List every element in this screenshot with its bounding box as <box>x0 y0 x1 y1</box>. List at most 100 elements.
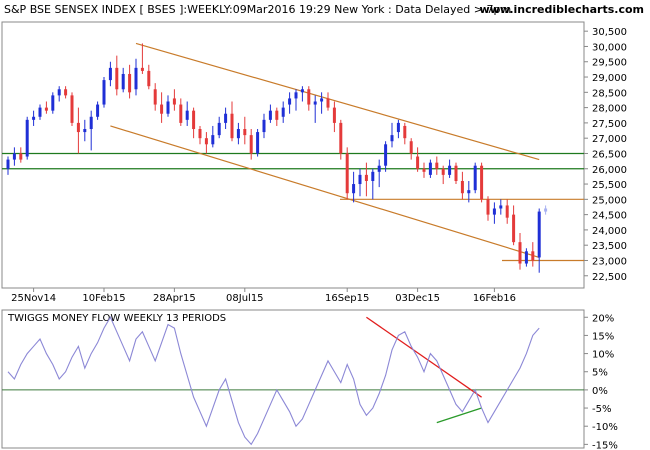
candle-body <box>19 153 23 160</box>
price-tick-label: 26,000 <box>592 165 627 176</box>
indicator-tick-label: 15% <box>592 331 614 342</box>
candle-body <box>89 116 93 130</box>
candle-body <box>486 199 490 215</box>
candle-body <box>441 168 445 175</box>
candle-body <box>249 135 253 154</box>
candle-body <box>326 98 330 108</box>
candle-body <box>268 110 272 120</box>
candle-body <box>256 132 260 154</box>
candle-body <box>64 89 68 96</box>
candle-body <box>134 67 138 90</box>
candle-body <box>204 138 208 145</box>
date-tick-label: 03Dec15 <box>395 293 440 304</box>
date-tick-label: 10Feb15 <box>82 293 125 304</box>
candle-body <box>358 174 362 185</box>
candle-body <box>185 110 189 120</box>
price-tick-label: 23,000 <box>592 256 627 267</box>
candle-body <box>211 135 215 145</box>
candle-body <box>518 242 522 264</box>
price-tick-label: 27,500 <box>592 119 627 130</box>
indicator-trend-down <box>366 316 482 398</box>
candle-body <box>140 67 144 71</box>
chart-header: S&P BSE SENSEX INDEX [ BSES ]:WEEKLY:09M… <box>0 0 650 20</box>
candle-body <box>288 98 292 105</box>
candle-body <box>38 107 42 117</box>
candle-body <box>409 141 413 154</box>
price-tick-label: 29,000 <box>592 73 627 84</box>
candle-body <box>454 165 458 181</box>
candle-body <box>403 125 407 139</box>
candle-body <box>236 129 240 139</box>
candle-body <box>262 119 266 133</box>
channel-line-lower <box>110 125 540 258</box>
indicator-tick-label: 20% <box>592 313 614 324</box>
candle-body <box>428 162 432 175</box>
candle-body <box>25 119 29 157</box>
candle-body <box>121 73 125 90</box>
candle-body <box>492 208 496 215</box>
candle-body <box>192 110 196 130</box>
candle-body <box>332 107 336 123</box>
indicator-tick-label: -5% <box>592 404 611 415</box>
candle-body <box>172 98 176 105</box>
candle-body <box>32 116 36 120</box>
price-tick-label: 25,500 <box>592 180 627 191</box>
indicator-tick-label: -15% <box>592 440 618 450</box>
candle-body <box>153 89 157 105</box>
candle-body <box>345 153 349 194</box>
candle-body <box>480 165 484 200</box>
candle-body <box>460 180 464 194</box>
price-tick-label: 28,500 <box>592 88 627 99</box>
candle-body <box>198 129 202 139</box>
price-tick-label: 24,000 <box>592 226 627 237</box>
candle-body <box>108 67 112 81</box>
candle-body <box>364 174 368 181</box>
candle-body <box>217 122 221 136</box>
money-flow-line <box>7 316 540 446</box>
indicator-panel-frame <box>1 309 585 449</box>
site-url[interactable]: www.incrediblecharts.com <box>479 3 644 16</box>
candle-body <box>96 104 100 117</box>
price-tick-label: 30,000 <box>592 42 627 53</box>
candle-body <box>467 190 471 194</box>
candle-body <box>313 101 317 105</box>
price-tick-label: 27,000 <box>592 134 627 145</box>
candle-body <box>416 156 420 169</box>
price-panel-frame <box>1 21 585 289</box>
indicator-trend-up <box>436 407 482 424</box>
candle-body <box>230 113 234 139</box>
trend-channel <box>110 42 540 258</box>
candlesticks <box>6 43 548 273</box>
candle-body <box>243 129 247 136</box>
candle-body <box>473 165 477 191</box>
candle-body <box>544 208 548 212</box>
chart-title: S&P BSE SENSEX INDEX [ BSES ]:WEEKLY:09M… <box>4 3 512 16</box>
indicator-title: TWIGGS MONEY FLOW WEEKLY 13 PERIODS <box>7 313 226 324</box>
price-tick-label: 26,500 <box>592 149 627 160</box>
candle-body <box>12 153 16 160</box>
price-tick-label: 22,500 <box>592 272 627 283</box>
candle-body <box>352 184 356 194</box>
candle-body <box>499 205 503 209</box>
price-panel: 30,500 30,000 29,500 29,000 28,500 28,000 27,5… <box>1 21 627 304</box>
date-axis: 25Nov14 10Feb15 28Apr15 08Jul15 16Sep15 03Dec… <box>11 288 516 304</box>
candle-body <box>531 251 535 261</box>
candle-body <box>115 67 119 90</box>
candle-body <box>524 251 528 264</box>
indicator-axis: 20% 15% 10% 5% 0% -5% -10% -15% <box>584 313 618 450</box>
candle-body <box>160 104 164 114</box>
candle-body <box>512 214 516 243</box>
candle-body <box>300 89 304 93</box>
date-tick-label: 08Jul15 <box>226 293 264 304</box>
candle-body <box>448 165 452 175</box>
candle-body <box>396 122 400 133</box>
date-tick-label: 16Feb16 <box>473 293 516 304</box>
price-tick-label: 29,500 <box>592 58 627 69</box>
candle-body <box>70 95 74 123</box>
candle-body <box>384 144 388 166</box>
indicator-trend-lines <box>366 316 482 424</box>
candle-body <box>44 107 48 111</box>
money-flow-series <box>7 316 540 446</box>
candle-body <box>179 104 183 123</box>
